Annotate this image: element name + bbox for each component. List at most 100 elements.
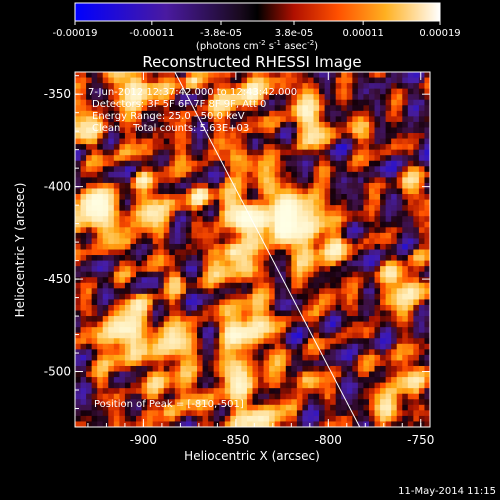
heatmap-cell <box>402 116 409 123</box>
heatmap-cell <box>346 232 353 239</box>
heatmap-cell <box>246 332 253 339</box>
heatmap-cell <box>158 149 165 156</box>
heatmap-cell <box>418 338 425 345</box>
heatmap-cell <box>407 349 414 356</box>
heatmap-cell <box>296 182 303 189</box>
heatmap-cell <box>302 393 309 400</box>
heatmap-cell <box>169 304 176 311</box>
heatmap-cell <box>385 310 392 317</box>
heatmap-cell <box>413 194 420 200</box>
heatmap-cell <box>174 271 181 278</box>
heatmap-cell <box>258 349 264 356</box>
heatmap-cell <box>352 105 359 112</box>
heatmap-cell <box>185 182 192 189</box>
heatmap-cell <box>407 94 414 101</box>
heatmap-cell <box>291 83 298 90</box>
heatmap-cell <box>230 155 237 162</box>
heatmap-cell <box>324 404 331 411</box>
heatmap-cell <box>413 121 420 128</box>
heatmap-cell <box>169 116 176 123</box>
heatmap-cell <box>296 121 303 128</box>
heatmap-cell <box>368 216 375 223</box>
heatmap-cell <box>341 388 348 395</box>
heatmap-cell <box>274 288 281 295</box>
heatmap-cell <box>136 316 142 323</box>
heatmap-cell <box>263 171 270 178</box>
heatmap-cell <box>180 293 187 300</box>
heatmap-cell <box>380 110 387 117</box>
heatmap-cell <box>346 388 353 395</box>
heatmap-cell <box>368 377 375 384</box>
heatmap-cell <box>174 260 181 267</box>
heatmap-cell <box>352 94 359 101</box>
heatmap-cell <box>402 177 409 184</box>
heatmap-cell <box>185 304 192 311</box>
heatmap-cell <box>302 288 309 295</box>
heatmap-cell <box>407 266 414 273</box>
heatmap-cell <box>407 133 414 139</box>
heatmap-cell <box>307 293 314 300</box>
heatmap-cell <box>124 177 131 184</box>
heatmap-cell <box>230 388 237 395</box>
heatmap-cell <box>424 382 430 389</box>
heatmap-cell <box>319 316 326 323</box>
heatmap-cell <box>296 205 303 212</box>
heatmap-cell <box>80 194 87 200</box>
heatmap-cell <box>424 371 430 378</box>
heatmap-cell <box>396 371 403 378</box>
heatmap-cell <box>91 99 98 106</box>
heatmap-cell <box>307 266 314 273</box>
heatmap-cell <box>302 316 309 323</box>
heatmap-cell <box>163 205 170 212</box>
heatmap-cell <box>424 271 430 278</box>
heatmap-cell <box>158 421 165 427</box>
heatmap-cell <box>258 94 264 101</box>
heatmap-cell <box>241 121 248 128</box>
heatmap-cell <box>418 260 425 267</box>
heatmap-cell <box>319 249 326 256</box>
heatmap-cell <box>185 310 192 317</box>
heatmap-cell <box>380 182 387 189</box>
heatmap-cell <box>280 327 287 334</box>
heatmap-cell <box>258 260 264 267</box>
heatmap-cell <box>346 144 353 151</box>
heatmap-cell <box>136 155 142 162</box>
heatmap-cell <box>291 210 298 217</box>
heatmap-cell <box>119 133 126 139</box>
heatmap-cell <box>324 116 331 123</box>
heatmap-cell <box>302 88 309 95</box>
heatmap-cell <box>324 399 331 406</box>
heatmap-cell <box>274 382 281 389</box>
heatmap-cell <box>75 255 81 261</box>
heatmap-cell <box>102 133 109 139</box>
heatmap-cell <box>357 72 364 78</box>
heatmap-cell <box>97 127 104 134</box>
heatmap-cell <box>80 110 87 117</box>
heatmap-cell <box>202 316 209 323</box>
heatmap-cell <box>108 149 115 156</box>
heatmap-cell <box>86 227 93 234</box>
heatmap-cell <box>130 277 137 284</box>
heatmap-cell <box>208 399 215 406</box>
heatmap-cell <box>307 177 314 184</box>
heatmap-cell <box>241 166 248 173</box>
heatmap-cell <box>346 421 353 427</box>
heatmap-cell <box>374 321 381 328</box>
heatmap-cell <box>319 365 326 372</box>
heatmap-cell <box>246 216 253 223</box>
heatmap-cell <box>424 149 430 156</box>
heatmap-cell <box>191 415 198 422</box>
heatmap-cell <box>263 149 270 156</box>
heatmap-cell <box>263 72 270 78</box>
heatmap-cell <box>402 360 409 367</box>
heatmap-cell <box>80 127 87 134</box>
heatmap-cell <box>291 288 298 295</box>
heatmap-cell <box>80 77 87 84</box>
heatmap-cell <box>380 393 387 400</box>
heatmap-cell <box>80 155 87 162</box>
heatmap-cell <box>396 349 403 356</box>
heatmap-cell <box>285 149 292 156</box>
heatmap-cell <box>313 155 320 162</box>
heatmap-cell <box>185 149 192 156</box>
heatmap-cell <box>208 127 215 134</box>
